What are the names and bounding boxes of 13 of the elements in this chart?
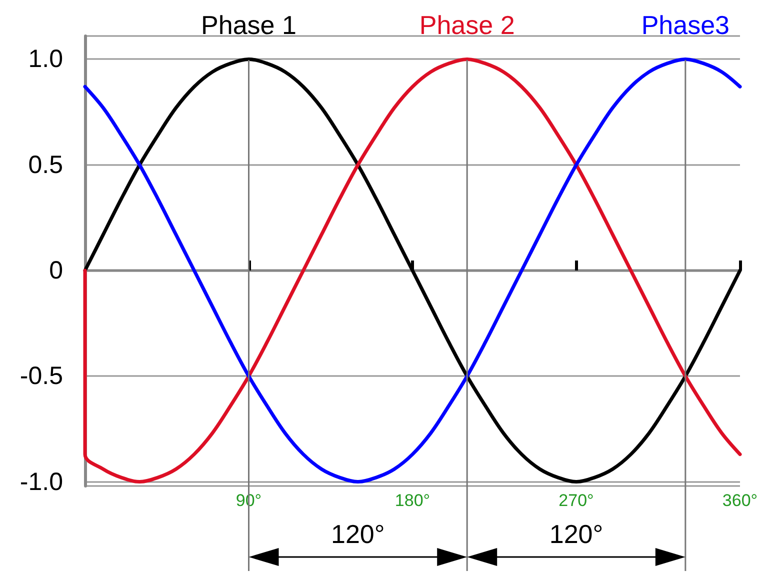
x-tick-label: 180° xyxy=(394,491,430,510)
text: 120° xyxy=(331,519,385,549)
y-tick-label: -1.0 xyxy=(20,468,63,496)
y-tick-label: 1.0 xyxy=(28,45,63,74)
y-tick-label: -0.5 xyxy=(20,362,63,390)
series-label: Phase 2 xyxy=(419,10,515,40)
y-tick-label: 0 xyxy=(49,256,63,285)
x-tick-label: 270° xyxy=(558,491,594,510)
text: 120° xyxy=(549,519,604,549)
series-label: Phase3 xyxy=(641,10,730,40)
x-tick-label: 360° xyxy=(722,491,758,510)
series-label: Phase 1 xyxy=(201,10,296,40)
y-tick-label: 0.5 xyxy=(28,150,63,179)
